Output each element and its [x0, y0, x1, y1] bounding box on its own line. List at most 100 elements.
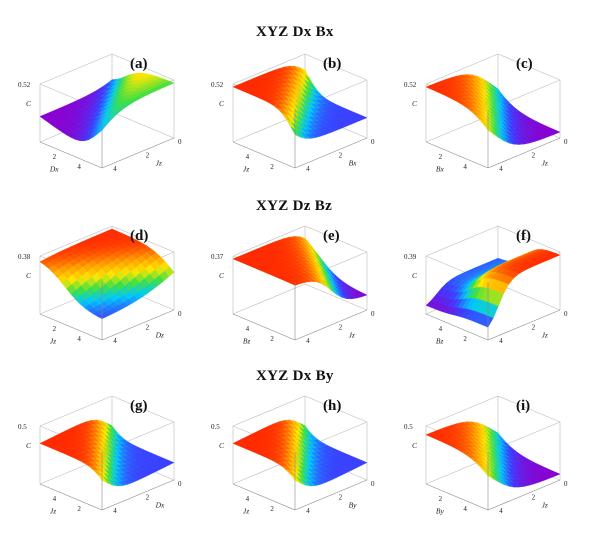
box-edge [232, 483, 296, 511]
box-edge [232, 313, 296, 341]
right-axis-tick: 2 [532, 152, 536, 160]
right-axis-tick: 4 [499, 165, 503, 173]
right-axis-label: Jz [542, 159, 548, 168]
left-axis-tick: 4 [53, 495, 57, 503]
left-axis-tick: 4 [439, 325, 443, 333]
right-axis-tick: 4 [499, 507, 503, 515]
box-edge [39, 53, 113, 85]
right-axis-tick: 2 [532, 324, 536, 332]
section-title-dx-by: XYZ Dx By [256, 368, 334, 384]
box-edge [39, 225, 113, 257]
z-max-tick: 0.5 [18, 423, 27, 431]
right-axis-label: Jz [156, 159, 162, 168]
left-axis-label: Bz [243, 337, 251, 346]
right-axis-tick: 2 [146, 324, 150, 332]
right-axis-tick: 4 [306, 165, 310, 173]
right-axis-tick: 0 [371, 480, 375, 488]
z-axis-label: C [26, 99, 32, 108]
box-edge [304, 225, 368, 253]
right-axis-tick: 0 [178, 480, 182, 488]
box-edge [294, 479, 368, 511]
right-axis-tick: 4 [113, 337, 117, 345]
panel-label: (f) [516, 228, 531, 244]
box-edge [232, 53, 306, 85]
box-edge [425, 141, 489, 169]
z-axis-label: C [219, 99, 225, 108]
box-edge [232, 395, 306, 427]
left-axis-label: Jz [50, 507, 56, 516]
box-edge [294, 137, 368, 169]
box-edge [101, 479, 175, 511]
surface-patch [290, 126, 301, 138]
left-axis-tick: 2 [439, 495, 443, 503]
left-axis-tick: 4 [77, 163, 81, 171]
box-edge [487, 137, 561, 169]
left-axis-label: Bx [436, 165, 445, 174]
section-title-dx-bx: XYZ Dx Bx [256, 24, 334, 40]
left-axis-tick: 2 [439, 153, 443, 161]
box-edge [425, 483, 489, 511]
panel-c: 0.52 C 4 2 Bx 0 2 4 Jz (c) [404, 50, 588, 190]
box-edge [111, 111, 175, 139]
left-axis-tick: 2 [53, 153, 57, 161]
left-axis-tick: 4 [246, 495, 250, 503]
z-max-tick: 0.52 [18, 81, 31, 89]
right-axis-tick: 4 [306, 507, 310, 515]
z-max-tick: 0.5 [211, 423, 220, 431]
box-edge [425, 225, 499, 257]
right-axis-label: By [349, 501, 358, 510]
box-edge [497, 395, 561, 423]
surface-patch [483, 124, 494, 134]
box-edge [39, 395, 113, 427]
z-axis-label: C [412, 99, 418, 108]
box-edge [232, 141, 296, 169]
panel-label: (d) [130, 228, 149, 244]
box-edge [304, 53, 368, 81]
right-axis-tick: 2 [146, 494, 150, 502]
right-axis-tick: 2 [339, 494, 343, 502]
surface-plot: 0.52 C 4 2 Dx 0 2 4 Jz [18, 53, 182, 174]
left-axis-tick: 4 [77, 335, 81, 343]
box-edge [294, 309, 368, 341]
section-title-dz-bz: XYZ Dz Bz [256, 198, 333, 214]
panel-label: (b) [323, 56, 342, 72]
box-edge [111, 225, 175, 253]
panel-label: (h) [323, 398, 342, 414]
box-edge [497, 225, 561, 253]
left-axis-tick: 2 [270, 335, 274, 343]
surface-plot: 0.52 C 2 4 Jz 0 2 4 Bx [211, 53, 375, 174]
surface-patch [96, 474, 108, 484]
surface-plot: 0.5 C 2 4 Jz 0 2 4 By [211, 395, 375, 516]
left-axis-tick: 4 [463, 505, 467, 513]
z-axis-label: C [219, 271, 225, 280]
surface-plot: 0.37 C 2 4 Bz 0 2 4 Jz [211, 225, 375, 346]
surface-patch [290, 281, 301, 286]
right-axis-tick: 2 [532, 494, 536, 502]
right-axis-tick: 4 [499, 337, 503, 345]
left-axis-label: Jz [50, 337, 56, 346]
surface-plot: 0.52 C 4 2 Bx 0 2 4 Jz [404, 53, 568, 174]
z-max-tick: 0.37 [211, 253, 224, 261]
box-edge [39, 141, 103, 169]
right-axis-label: Jz [349, 331, 355, 340]
left-axis-tick: 4 [463, 163, 467, 171]
box-edge [232, 225, 306, 257]
box-edge [101, 137, 175, 169]
right-axis-tick: 0 [178, 310, 182, 318]
right-axis-tick: 2 [339, 324, 343, 332]
surface-patch [483, 316, 494, 328]
panel-e: 0.37 C 2 4 Bz 0 2 4 Jz (e) [211, 222, 395, 362]
z-max-tick: 0.39 [404, 253, 417, 261]
box-edge [232, 283, 306, 315]
surface-patch [97, 123, 108, 135]
right-axis-label: Jz [542, 331, 548, 340]
left-axis-label: Bz [436, 337, 444, 346]
right-axis-label: Jz [542, 501, 548, 510]
left-axis-tick: 2 [270, 163, 274, 171]
box-edge [425, 53, 499, 85]
z-axis-label: C [26, 271, 32, 280]
right-axis-tick: 0 [564, 310, 568, 318]
z-max-tick: 0.5 [404, 423, 413, 431]
panel-label: (a) [130, 56, 148, 72]
left-axis-tick: 2 [53, 325, 57, 333]
